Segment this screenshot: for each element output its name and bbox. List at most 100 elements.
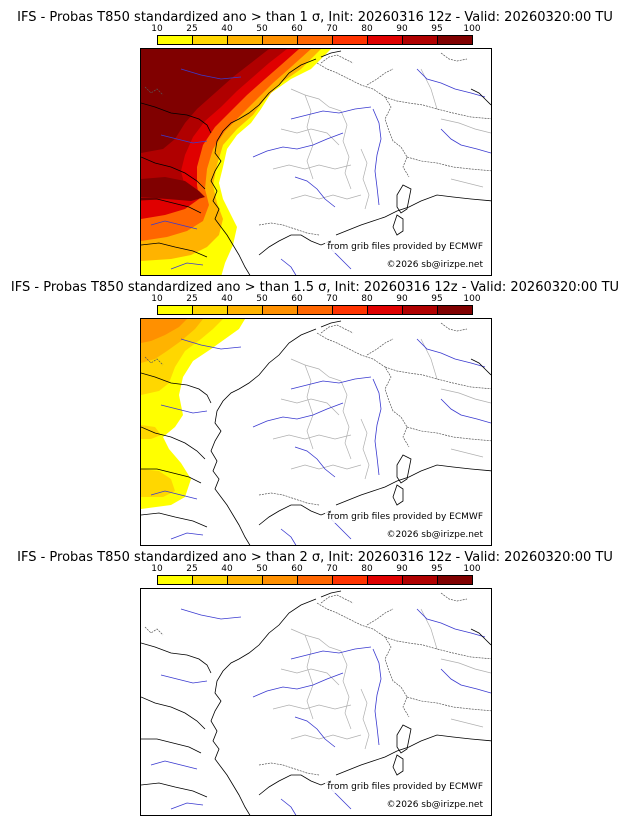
map-canvas xyxy=(141,49,491,275)
coastline xyxy=(335,194,491,236)
map-canvas xyxy=(141,590,491,815)
colorbar-tick-label: 25 xyxy=(186,24,198,34)
colorbar-swatch xyxy=(228,306,263,314)
panel-title: IFS - Probas T850 standardized ano > tha… xyxy=(17,550,613,565)
admin-boundary xyxy=(340,650,352,730)
colorbar-tick-label: 50 xyxy=(256,294,268,304)
probability-contour xyxy=(141,319,187,343)
admin-boundary xyxy=(440,658,491,674)
coastline xyxy=(392,214,404,236)
source-credit: from grib files provided by ECMWF xyxy=(325,512,485,523)
coastline xyxy=(320,320,342,328)
colorbar-tick-label: 50 xyxy=(256,564,268,574)
river xyxy=(280,798,297,815)
river xyxy=(294,446,336,478)
river xyxy=(150,490,198,500)
coastline xyxy=(335,734,491,776)
coastline xyxy=(141,696,206,730)
coastline xyxy=(470,628,491,646)
colorbar: 10 25 40 50 60 70 80 90 95 100 xyxy=(140,564,481,586)
coastline xyxy=(141,782,208,798)
copyright-credit: ©2026 sb@irizpe.net xyxy=(384,530,485,541)
colorbar-tick-label: 25 xyxy=(186,564,198,574)
river xyxy=(294,716,336,748)
river xyxy=(372,108,382,206)
colorbar-swatches xyxy=(157,35,473,45)
colorbar-tick-label: 80 xyxy=(361,294,373,304)
admin-boundary xyxy=(290,88,342,112)
admin-boundary xyxy=(360,418,370,480)
country-border xyxy=(320,324,354,334)
colorbar: 10 25 40 50 60 70 80 90 95 100 xyxy=(140,294,481,316)
admin-boundary xyxy=(304,94,314,180)
admin-boundary xyxy=(304,634,314,720)
colorbar-swatches xyxy=(157,575,473,585)
source-credit: from grib files provided by ECMWF xyxy=(325,782,485,793)
colorbar-tick-label: 60 xyxy=(291,24,303,34)
admin-boundary xyxy=(290,734,362,740)
country-border xyxy=(440,592,468,602)
colorbar-tick-label: 40 xyxy=(221,564,233,574)
admin-boundary xyxy=(440,118,491,134)
probability-map: from grib files provided by ECMWF ©2026 … xyxy=(140,48,492,276)
country-border xyxy=(406,156,491,172)
coastline xyxy=(396,184,412,214)
admin-boundary xyxy=(304,364,314,450)
coastline xyxy=(141,512,208,528)
admin-boundary xyxy=(340,110,352,190)
admin-boundary xyxy=(280,668,340,686)
colorbar-swatch xyxy=(438,576,472,584)
probability-contour xyxy=(141,425,161,439)
colorbar-swatch xyxy=(228,36,263,44)
country-border xyxy=(144,356,164,366)
panel-title: IFS - Probas T850 standardized ano > tha… xyxy=(10,280,620,295)
colorbar-labels: 10 25 40 50 60 70 80 90 95 100 xyxy=(140,564,480,575)
colorbar-swatch xyxy=(193,306,228,314)
coastline xyxy=(141,198,202,214)
copyright-credit: ©2026 sb@irizpe.net xyxy=(384,800,485,811)
river xyxy=(416,608,486,638)
coastline xyxy=(470,358,491,376)
country-border xyxy=(440,52,468,62)
river xyxy=(160,404,208,414)
colorbar-swatch xyxy=(298,36,333,44)
coastline xyxy=(335,464,491,506)
colorbar-tick-label: 10 xyxy=(151,294,163,304)
colorbar-labels: 10 25 40 50 60 70 80 90 95 100 xyxy=(140,24,480,35)
admin-boundary xyxy=(272,434,352,440)
coastline xyxy=(392,754,404,776)
admin-boundary xyxy=(450,178,484,188)
country-border xyxy=(406,696,491,712)
colorbar-swatch xyxy=(403,306,438,314)
forecast-panel-3: IFS - Probas T850 standardized ano > tha… xyxy=(0,540,630,816)
colorbar-swatch xyxy=(228,576,263,584)
colorbar-tick-label: 90 xyxy=(396,294,408,304)
geography-lines xyxy=(141,50,491,275)
country-border xyxy=(316,62,410,178)
river xyxy=(372,378,382,476)
coastline xyxy=(392,484,404,506)
admin-boundary xyxy=(280,128,340,146)
river xyxy=(290,646,372,660)
colorbar-swatch xyxy=(403,576,438,584)
coastline xyxy=(210,58,317,275)
coastline xyxy=(141,642,212,674)
colorbar-tick-label: 50 xyxy=(256,24,268,34)
colorbar-swatch xyxy=(438,306,472,314)
river xyxy=(440,398,491,424)
colorbar-tick-label: 70 xyxy=(326,294,338,304)
colorbar-tick-label: 40 xyxy=(221,24,233,34)
river xyxy=(290,106,372,120)
coastline xyxy=(258,234,332,256)
colorbar-tick-label: 60 xyxy=(291,564,303,574)
country-border xyxy=(258,222,320,236)
country-border xyxy=(316,602,410,718)
copyright-credit: ©2026 sb@irizpe.net xyxy=(384,260,485,271)
colorbar-tick-label: 95 xyxy=(431,564,443,574)
river xyxy=(150,760,198,770)
river xyxy=(252,132,344,158)
admin-boundary xyxy=(420,608,438,650)
colorbar-swatch xyxy=(158,306,193,314)
colorbar-tick-label: 10 xyxy=(151,564,163,574)
river xyxy=(252,672,344,698)
